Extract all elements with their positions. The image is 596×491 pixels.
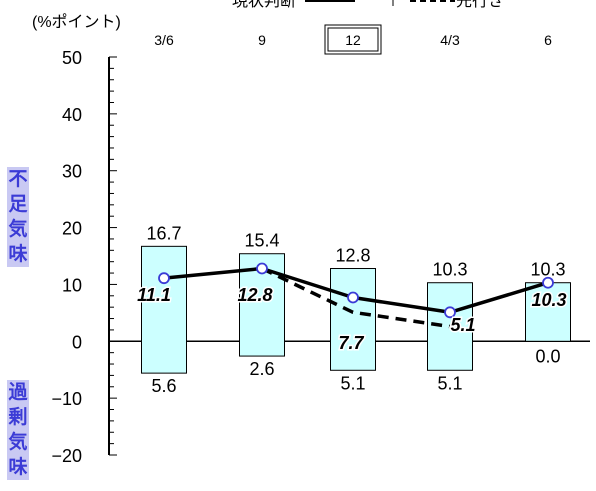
actual-marker xyxy=(256,262,268,275)
actual-marker xyxy=(347,291,359,304)
data-labels: 16.7 5.6 15.4 2.6 12.8 5.1 10.3 5.1 10.3 0.0 11.1 1… xyxy=(136,223,568,396)
y-tick-label: 30 xyxy=(62,162,82,182)
y-tick-label: 10 xyxy=(62,275,82,295)
category-labels: 3/6 9 12 4/3 6 xyxy=(154,24,552,55)
y-tick-label: −10 xyxy=(51,389,82,409)
actual-marker xyxy=(444,306,456,319)
bar xyxy=(330,268,376,371)
shortage-label: 不足気味 xyxy=(7,167,29,267)
actual-value-label: 7.7 xyxy=(338,333,364,353)
unit-label: (%ポイント) xyxy=(32,13,121,31)
bar xyxy=(141,245,187,374)
shortage-value-label: 16.7 xyxy=(146,223,181,243)
y-tick-label: 40 xyxy=(62,105,82,125)
y-tick-label: 0 xyxy=(72,332,82,352)
legend-outlook-label: 先行き xyxy=(456,0,504,10)
category-label: 6 xyxy=(544,32,552,48)
category-box-inner xyxy=(327,27,379,52)
shortage-value-label: 10.3 xyxy=(432,260,467,280)
legend-actual-label: 現状判断 xyxy=(232,0,296,10)
category-label: 12 xyxy=(345,32,361,48)
excess-value-label: 0.0 xyxy=(535,346,560,366)
lines xyxy=(158,262,554,329)
actual-marker xyxy=(158,272,170,285)
category-label: 9 xyxy=(258,32,266,48)
excess-label: 過剰気味 xyxy=(7,380,29,480)
category-label: 3/6 xyxy=(154,32,174,48)
excess-value-label: 5.6 xyxy=(151,376,176,396)
excess-value-label: 5.1 xyxy=(437,373,462,393)
actual-value-label: 12.8 xyxy=(237,285,272,305)
actual-value-label: 11.1 xyxy=(137,285,171,305)
y-tick-label: −20 xyxy=(51,446,82,466)
outlook-line xyxy=(261,266,451,329)
actual-value-label: 10.3 xyxy=(531,290,566,310)
category-label: 4/3 xyxy=(440,32,460,48)
actual-value-label: 5.1 xyxy=(450,315,475,335)
y-tick-label: 20 xyxy=(62,219,82,239)
shortage-value-label: 12.8 xyxy=(335,246,370,266)
y-axis: −20 −10 0 10 20 30 40 50 xyxy=(51,48,590,466)
excess-value-label: 5.1 xyxy=(340,373,365,393)
excess-value-label: 2.6 xyxy=(249,359,274,379)
actual-marker xyxy=(542,276,554,289)
shortage-value-label: 15.4 xyxy=(244,231,279,251)
shortage-value-label: 10.3 xyxy=(530,260,565,280)
legend: 現状判断 先行き xyxy=(232,0,504,10)
y-tick-label: 50 xyxy=(62,48,82,68)
category-box-outer xyxy=(324,24,382,55)
